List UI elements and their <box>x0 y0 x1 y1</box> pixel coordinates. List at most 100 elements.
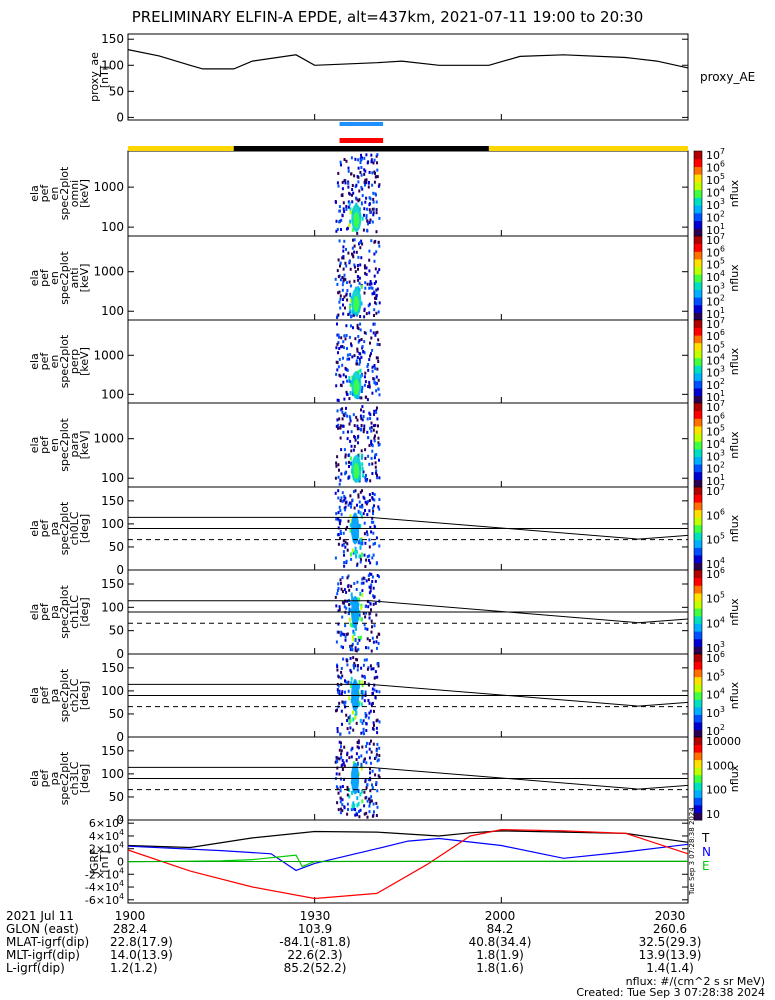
spectro-pixel <box>372 213 375 217</box>
spectro-pixel <box>368 411 371 415</box>
spectro-pixel <box>341 601 344 605</box>
spectro-pixel <box>375 749 378 753</box>
spectro-pixel <box>366 741 368 745</box>
spectro-pixel <box>349 514 352 519</box>
spectro-pixel <box>359 718 362 723</box>
spectro-pixel <box>360 153 362 157</box>
spectro-pixel <box>344 261 347 265</box>
spectro-pixel <box>365 473 367 477</box>
spectro-pixel <box>347 313 350 316</box>
spectro-pixel <box>354 438 357 442</box>
spectro-pixel <box>350 502 353 506</box>
spectro-pixel <box>345 247 347 251</box>
spectro-pixel <box>373 274 376 278</box>
spectro-pixel <box>369 426 372 430</box>
spectro-pixel <box>339 509 342 512</box>
spectro-pixel <box>376 406 378 410</box>
spectro-pixel <box>376 646 378 650</box>
tick-label: 104 <box>706 269 725 284</box>
tick-label: 6×104 <box>89 815 124 830</box>
tick-label: 0 <box>116 110 124 124</box>
spectro-pixel <box>375 814 378 817</box>
spectro-pixel <box>369 771 371 775</box>
spectro-pixel <box>340 163 342 167</box>
spectro-pixel <box>375 471 377 475</box>
colorbar-segment <box>694 365 702 374</box>
spectro-pixel <box>360 702 363 707</box>
spectro-pixel <box>342 346 345 349</box>
spectro-pixel <box>342 303 344 307</box>
spectro-pixel <box>374 465 377 469</box>
spectro-pixel <box>358 287 361 292</box>
spectro-pixel <box>340 741 342 745</box>
spectro-pixel <box>339 811 342 815</box>
spectro-pixel <box>342 267 345 271</box>
colorbar-segment <box>694 320 702 329</box>
tick-label: 50 <box>109 790 124 804</box>
spectro-pixel <box>366 667 369 671</box>
footer-value: 32.5(29.3) <box>638 935 702 949</box>
spectro-pixel <box>353 424 356 428</box>
spectro-pixel <box>354 546 357 551</box>
colorbar-segment <box>694 174 702 183</box>
spectro-pixel <box>372 640 375 644</box>
spectro-pixel <box>356 580 359 584</box>
spectro-pixel <box>371 391 374 395</box>
tick-label: 105 <box>706 591 725 606</box>
spectro-pixel <box>356 642 359 645</box>
spectro-pixel <box>338 205 341 209</box>
spectro-pixel <box>357 434 360 438</box>
spectro-pixel <box>359 315 362 318</box>
spectro-pixel <box>374 541 376 545</box>
spectro-pixel <box>338 740 341 744</box>
spectro-pixel <box>369 800 372 804</box>
spectro-pixel <box>366 430 369 434</box>
spectro-pixel <box>370 153 373 157</box>
spectro-pixel <box>347 166 350 170</box>
spectro-pixel <box>369 602 372 606</box>
spectro-pixel <box>349 456 352 461</box>
spectro-pixel <box>348 357 351 361</box>
spectro-pixel <box>378 216 381 220</box>
spectro-pixel <box>362 228 365 232</box>
footer-value: 1.2(1.2) <box>110 961 158 975</box>
spectro-pixel <box>339 633 342 637</box>
spectro-pixel <box>373 524 376 528</box>
spectro-pixel <box>339 529 342 533</box>
spectro-pixel <box>344 700 347 704</box>
spectro-pixel <box>336 181 339 185</box>
footer-value: 14.0(13.9) <box>110 948 173 962</box>
panel-frame <box>127 150 689 237</box>
colorbar-segment <box>694 205 702 214</box>
spectro-pixel <box>368 269 371 273</box>
spectro-pixel <box>359 808 362 812</box>
spectro-pixel <box>335 384 338 388</box>
spectro-pixel <box>373 314 375 317</box>
colorbar-segment <box>694 684 702 693</box>
spectro-pixel <box>349 668 352 672</box>
spectro-pixel <box>361 453 364 458</box>
spectro-pixel <box>373 624 376 628</box>
spectro-pixel <box>378 768 381 772</box>
spectro-pixel <box>375 726 378 730</box>
colorbar-segment <box>694 654 702 663</box>
spectro-pixel <box>358 396 361 400</box>
panel-ch0LC: 050100150elapefpaspec2plotch0LC[deg]1041… <box>28 483 741 577</box>
spectro-pixel <box>337 341 340 344</box>
spectro-pixel <box>370 530 373 534</box>
tick-label: 106 <box>706 328 725 343</box>
tick-label: 106 <box>706 650 725 665</box>
spectro-pixel <box>340 587 343 591</box>
spectro-pixel <box>348 465 350 468</box>
spectro-pixel <box>349 501 352 505</box>
tick-label: 105 <box>706 668 725 683</box>
spectro-pixel <box>363 331 366 335</box>
spectro-pixel <box>343 448 346 452</box>
spectro-pixel <box>371 492 374 495</box>
colorbar-segment <box>694 380 702 389</box>
spectro-pixel <box>371 292 374 296</box>
spectro-pixel <box>346 542 349 546</box>
spectro-pixel <box>375 755 378 759</box>
spectro-pixel <box>370 425 373 429</box>
